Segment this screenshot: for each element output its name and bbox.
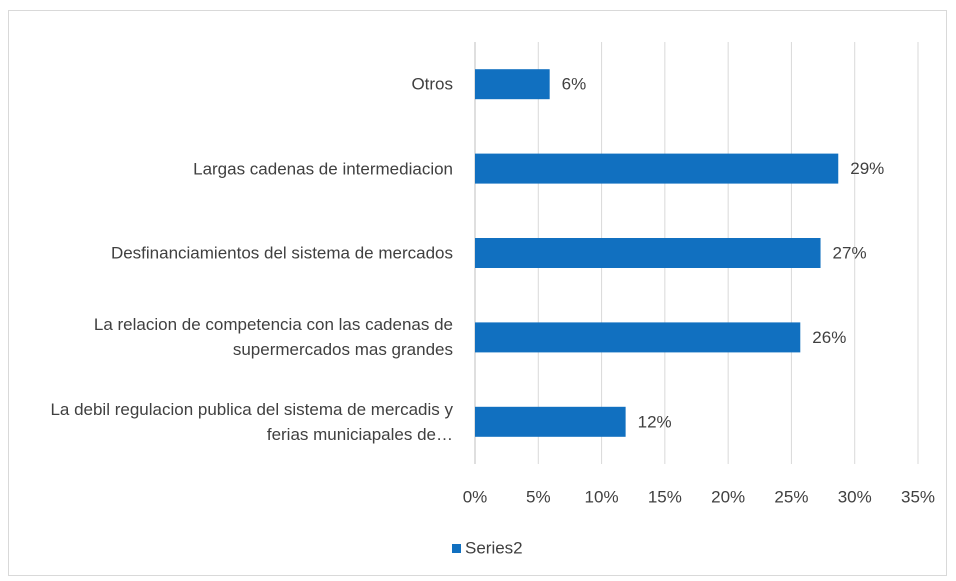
y-tick-label: La relacion de competencia con las caden… <box>93 315 453 360</box>
data-label: 6% <box>562 75 587 94</box>
x-tick-label: 25% <box>774 487 808 506</box>
data-label: 27% <box>833 243 867 262</box>
data-label: 12% <box>638 412 672 431</box>
x-tick-label: 5% <box>526 487 551 506</box>
data-label: 29% <box>850 159 884 178</box>
legend-swatch <box>452 544 461 553</box>
bar <box>475 153 839 184</box>
x-tick-label: 10% <box>585 487 619 506</box>
data-label: 26% <box>812 328 846 347</box>
x-tick-label: 30% <box>838 487 872 506</box>
bar <box>475 69 550 100</box>
x-tick-label: 20% <box>711 487 745 506</box>
y-tick-label: Otros <box>411 74 453 94</box>
x-tick-label: 0% <box>463 487 488 506</box>
bar <box>475 406 626 437</box>
y-tick-label: Largas cadenas de intermediacion <box>193 159 453 179</box>
legend-label: Series2 <box>465 538 523 557</box>
y-tick-label: Desfinanciamientos del sistema de mercad… <box>110 243 453 263</box>
bar <box>475 238 821 268</box>
x-tick-label: 15% <box>648 487 682 506</box>
bar <box>475 322 801 353</box>
y-tick-label: La debil regulacion publica del sistema … <box>50 399 453 444</box>
chart-border <box>8 10 947 576</box>
x-tick-label: 35% <box>901 487 935 506</box>
